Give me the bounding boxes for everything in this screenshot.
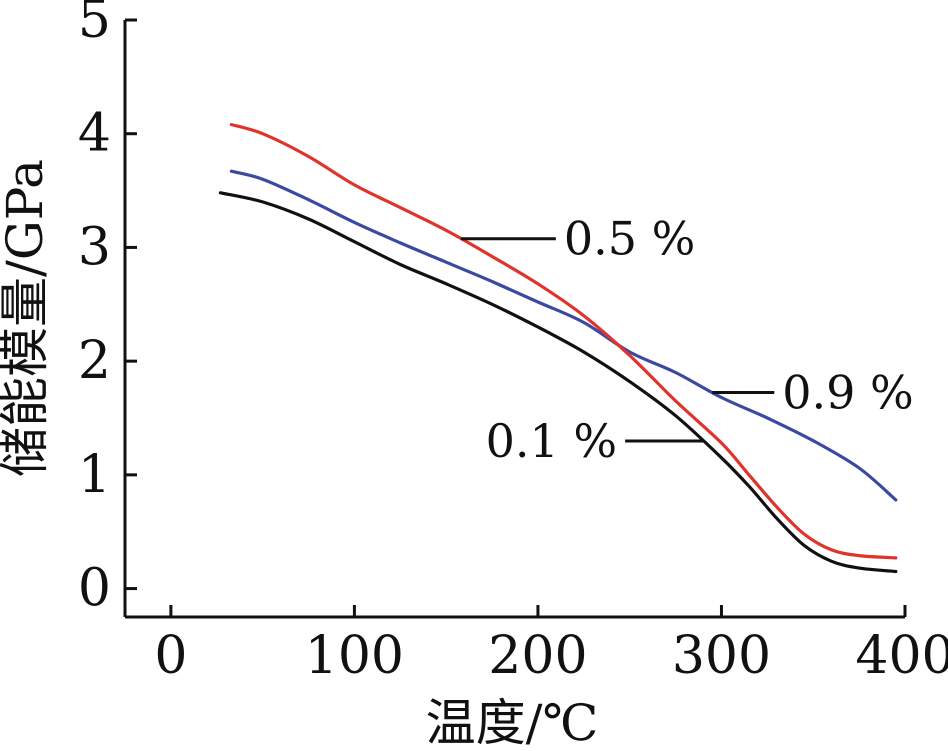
- x-tick-label-0: 0: [154, 626, 187, 686]
- axes: 0 1 2 3 4 5 0 100 200 300 400: [78, 0, 948, 686]
- x-tick-label-1: 100: [305, 626, 404, 686]
- y-tick-label-0: 0: [78, 559, 111, 619]
- series-label-2: 0.1 %: [486, 414, 618, 468]
- curves: [218, 123, 898, 574]
- series-line-05: [229, 123, 898, 560]
- y-tick-label-2: 2: [78, 331, 111, 391]
- series-label-0: 0.5 %: [564, 212, 696, 266]
- series-line-01: [218, 191, 898, 574]
- y-tick-label-4: 4: [78, 104, 111, 164]
- y-tick-label-1: 1: [78, 445, 111, 505]
- series-labels: 0.5 % 0.9 % 0.1 %: [460, 212, 914, 468]
- series-line-09: [229, 169, 898, 502]
- y-tick-label-5: 5: [78, 0, 111, 50]
- x-tick-label-2: 200: [488, 626, 587, 686]
- y-axis-title: 储能模量/GPa: [0, 159, 54, 477]
- x-tick-label-3: 300: [672, 626, 771, 686]
- x-tick-label-4: 400: [855, 626, 948, 686]
- series-label-1: 0.9 %: [782, 366, 914, 420]
- y-tick-label-3: 3: [78, 217, 111, 277]
- x-axis-title: 温度/℃: [426, 694, 599, 751]
